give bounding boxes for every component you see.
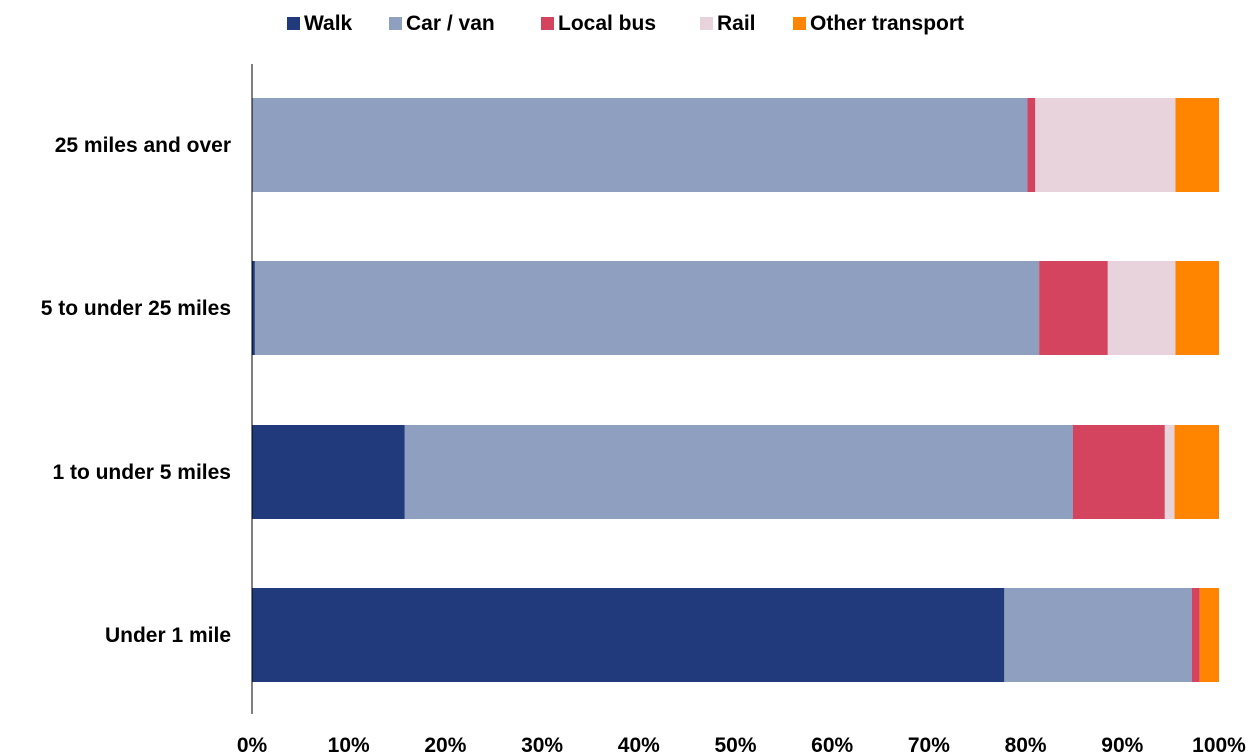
bar-rail-25-miles-and-over bbox=[1035, 98, 1176, 192]
category-label-under-1-mile: Under 1 mile bbox=[105, 624, 231, 647]
bar-local-bus-5-to-under-25-miles bbox=[1039, 261, 1108, 355]
x-tick-label: 100% bbox=[1192, 734, 1246, 754]
legend: Walk Car / van Local bus Rail Other transpor… bbox=[287, 12, 964, 35]
bar-other-transport-under-1-mile bbox=[1199, 588, 1219, 682]
category-label-1-to-under-5-miles: 1 to under 5 miles bbox=[52, 461, 231, 484]
bar-car-van-1-to-under-5-miles bbox=[404, 425, 1073, 519]
category-label-5-to-under-25-miles: 5 to under 25 miles bbox=[41, 297, 231, 320]
category-label-25-miles-and-over: 25 miles and over bbox=[55, 134, 231, 157]
legend-label-local-bus: Local bus bbox=[558, 12, 656, 35]
x-tick-label: 30% bbox=[521, 734, 563, 754]
bar-local-bus-under-1-mile bbox=[1191, 588, 1200, 682]
x-tick-label: 90% bbox=[1101, 734, 1143, 754]
legend-swatch-car-van bbox=[389, 17, 402, 30]
legend-label-other-transport: Other transport bbox=[810, 12, 964, 35]
bars bbox=[252, 98, 1220, 682]
legend-label-car-van: Car / van bbox=[406, 12, 495, 35]
x-tick-label: 60% bbox=[811, 734, 853, 754]
bar-walk-5-to-under-25-miles bbox=[252, 261, 255, 355]
bar-local-bus-1-to-under-5-miles bbox=[1072, 425, 1165, 519]
legend-swatch-other-transport bbox=[793, 17, 806, 30]
x-tick-label: 50% bbox=[714, 734, 756, 754]
x-tick-label: 70% bbox=[908, 734, 950, 754]
bar-walk-under-1-mile bbox=[252, 588, 1005, 682]
bar-walk-1-to-under-5-miles bbox=[252, 425, 405, 519]
x-tick-label: 0% bbox=[237, 734, 268, 754]
bar-car-van-under-1-mile bbox=[1004, 588, 1192, 682]
bar-car-van-5-to-under-25-miles bbox=[254, 261, 1040, 355]
x-tick-label: 40% bbox=[618, 734, 660, 754]
x-tick-label: 80% bbox=[1005, 734, 1047, 754]
legend-label-walk: Walk bbox=[304, 12, 353, 35]
legend-swatch-walk bbox=[287, 17, 300, 30]
category-labels: 25 miles and over 5 to under 25 miles 1 to… bbox=[41, 134, 231, 647]
x-tick-label: 20% bbox=[424, 734, 466, 754]
bar-local-bus-25-miles-and-over bbox=[1027, 98, 1036, 192]
legend-label-rail: Rail bbox=[717, 12, 756, 35]
legend-swatch-rail bbox=[700, 17, 713, 30]
x-tick-label: 10% bbox=[328, 734, 370, 754]
x-tick-labels: 0% 10% 20% 30% 40% 50% 60% 70% 80% 90% 100% bbox=[237, 734, 1246, 754]
bar-other-transport-1-to-under-5-miles bbox=[1174, 425, 1219, 519]
legend-swatch-local-bus bbox=[541, 17, 554, 30]
bar-rail-1-to-under-5-miles bbox=[1164, 425, 1175, 519]
bar-rail-5-to-under-25-miles bbox=[1107, 261, 1176, 355]
bar-car-van-25-miles-and-over bbox=[252, 98, 1028, 192]
bar-other-transport-5-to-under-25-miles bbox=[1175, 261, 1219, 355]
bar-other-transport-25-miles-and-over bbox=[1175, 98, 1220, 192]
